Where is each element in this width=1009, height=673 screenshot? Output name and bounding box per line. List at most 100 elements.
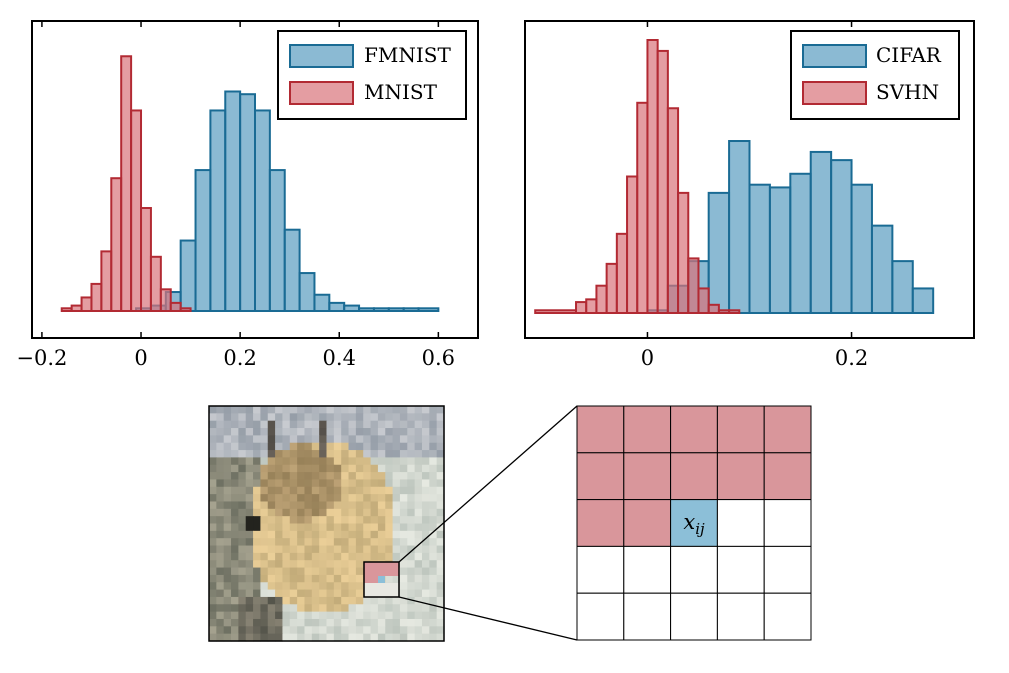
image-pixel	[407, 486, 416, 495]
image-pixel	[421, 604, 430, 613]
image-pixel	[304, 552, 313, 561]
image-pixel	[260, 457, 269, 466]
image-pixel	[282, 611, 291, 620]
image-pixel	[436, 596, 445, 605]
image-pixel	[392, 428, 401, 436]
image-pixel	[282, 486, 291, 495]
image-pixel	[311, 567, 320, 576]
grid-cell-context	[576, 405, 625, 454]
image-pixel	[297, 464, 306, 473]
image-pixel	[275, 413, 284, 422]
grid-cell-empty	[716, 545, 765, 594]
image-pixel	[260, 552, 269, 561]
image-pixel	[319, 633, 328, 642]
image-pixel	[370, 633, 379, 642]
image-pixel	[355, 516, 364, 525]
image-pixel	[341, 582, 350, 591]
image-pixel	[421, 626, 430, 635]
image-pixel	[399, 486, 408, 495]
image-pixel	[245, 428, 254, 436]
image-pixel	[421, 413, 430, 422]
image-pixel	[355, 523, 364, 532]
image-pixel	[341, 604, 350, 613]
image-pixel	[231, 413, 239, 422]
x-tick-label: 0	[641, 346, 654, 370]
x-tick-label: 0.4	[323, 346, 356, 370]
image-pixel	[399, 545, 408, 554]
image-pixel	[304, 560, 313, 569]
image-pixel	[363, 442, 372, 451]
image-pixel	[311, 538, 320, 547]
image-pixel	[267, 428, 276, 436]
image-pixel	[216, 442, 225, 451]
image-pixel	[333, 450, 342, 458]
image-pixel	[267, 464, 276, 473]
image-pixel	[238, 545, 247, 554]
image-pixel	[436, 442, 445, 451]
image-pixel	[245, 516, 254, 525]
image-pixel	[238, 530, 247, 539]
image-pixel	[363, 596, 372, 605]
image-pixel	[326, 618, 335, 627]
image-pixel	[385, 552, 394, 561]
image-pixel	[297, 618, 306, 627]
image-pixel	[238, 560, 247, 569]
image-pixel	[319, 596, 328, 605]
image-pixel	[311, 464, 320, 473]
grid-cell-context	[623, 405, 672, 454]
image-pixel	[238, 523, 247, 532]
image-pixel	[429, 574, 438, 583]
image-pixel	[436, 560, 445, 569]
bar-fmnist	[358, 307, 375, 313]
image-pixel	[304, 413, 313, 422]
image-pixel	[370, 626, 379, 635]
image-pixel	[377, 406, 386, 414]
image-pixel	[260, 633, 269, 642]
image-pixel	[348, 552, 357, 561]
image-pixel	[260, 486, 269, 495]
image-pixel	[275, 457, 284, 466]
image-pixel	[319, 435, 328, 444]
image-pixel	[436, 552, 445, 561]
image-pixel	[304, 604, 313, 613]
image-pixel	[209, 545, 217, 554]
grid-cell-empty	[716, 592, 765, 641]
image-pixel	[399, 406, 408, 414]
image-pixel	[333, 589, 342, 598]
image-pixel	[370, 552, 379, 561]
image-pixel	[245, 501, 254, 510]
image-pixel	[209, 428, 217, 436]
image-pixel	[429, 501, 438, 510]
image-pixel	[421, 618, 430, 627]
image-pixel	[304, 450, 313, 458]
image-pixel	[429, 406, 438, 414]
image-pixel	[348, 428, 357, 436]
image-pixel	[326, 516, 335, 525]
image-pixel	[377, 618, 386, 627]
image-pixel	[407, 406, 416, 414]
image-pixel	[414, 552, 423, 561]
image-pixel	[289, 406, 298, 414]
image-pixel	[377, 604, 386, 613]
image-pixel	[245, 457, 254, 466]
image-pixel	[348, 442, 357, 451]
image-pixel	[245, 538, 254, 547]
image-pixel	[289, 530, 298, 539]
image-pixel	[297, 545, 306, 554]
image-pixel	[231, 626, 239, 635]
image-pixel	[245, 479, 254, 488]
image-pixel	[414, 420, 423, 429]
image-pixel	[297, 552, 306, 561]
image-pixel	[341, 567, 350, 576]
image-pixel	[333, 552, 342, 561]
image-pixel	[348, 596, 357, 605]
image-pixel	[267, 435, 276, 444]
image-pixel	[399, 582, 408, 591]
image-pixel	[326, 406, 335, 414]
image-pixel	[392, 596, 401, 605]
image-pixel	[392, 472, 401, 481]
image-pixel	[260, 567, 269, 576]
image-pixel	[326, 604, 335, 613]
grid-cell-empty	[576, 545, 625, 594]
image-pixel	[363, 420, 372, 429]
